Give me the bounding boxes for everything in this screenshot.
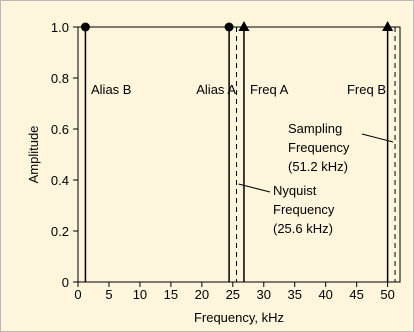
nyquist-leader-line <box>238 183 271 193</box>
y-tick-label: 1.0 <box>51 20 69 35</box>
sampling-leader-line <box>361 133 394 143</box>
annotation-freq-b: Freq B <box>347 82 386 97</box>
circle-marker <box>224 22 234 32</box>
plot-area-border <box>77 26 401 283</box>
x-tick-label: 35 <box>287 287 301 302</box>
plot-layer <box>73 21 401 287</box>
x-tick-label: 40 <box>318 287 332 302</box>
annotation-sampling-line: (51.2 kHz) <box>288 159 348 174</box>
annotation-alias-b: Alias B <box>91 82 131 97</box>
triangle-marker <box>382 21 394 31</box>
x-tick-label: 10 <box>133 287 147 302</box>
x-tick-label: 25 <box>226 287 240 302</box>
x-tick-label: 30 <box>257 287 271 302</box>
x-axis-title: Frequency, kHz <box>194 310 284 325</box>
circle-marker <box>80 22 90 32</box>
y-tick-label: 0.8 <box>51 71 69 86</box>
annotation-alias-a: Alias A <box>196 82 236 97</box>
x-tick-label: 50 <box>380 287 394 302</box>
x-tick-label: 45 <box>349 287 363 302</box>
annotation-nyquist-line: (25.6 kHz) <box>273 221 333 236</box>
y-tick-label: 0.2 <box>51 224 69 239</box>
annotation-sampling-line: Sampling <box>288 121 342 136</box>
annotation-freq-a: Freq A <box>250 82 289 97</box>
label-layer: 0 5 10 15 20 25 30 35 40 45 50 0 0.2 0.4 0.6 0.8 1.0 Freq… <box>26 20 395 325</box>
x-tick-label: 15 <box>164 287 178 302</box>
x-tick-label: 20 <box>195 287 209 302</box>
y-tick-label: 0.6 <box>51 122 69 137</box>
y-tick-label: 0 <box>62 275 69 290</box>
annotation-nyquist-line: Nyquist <box>273 183 317 198</box>
annotation-nyquist-line: Frequency <box>273 202 335 217</box>
x-tick-label: 0 <box>74 287 81 302</box>
annotation-sampling-line: Frequency <box>288 140 350 155</box>
y-tick-label: 0.4 <box>51 173 69 188</box>
x-tick-label: 5 <box>105 287 112 302</box>
y-axis-title: Amplitude <box>26 126 41 184</box>
triangle-marker <box>238 21 250 31</box>
